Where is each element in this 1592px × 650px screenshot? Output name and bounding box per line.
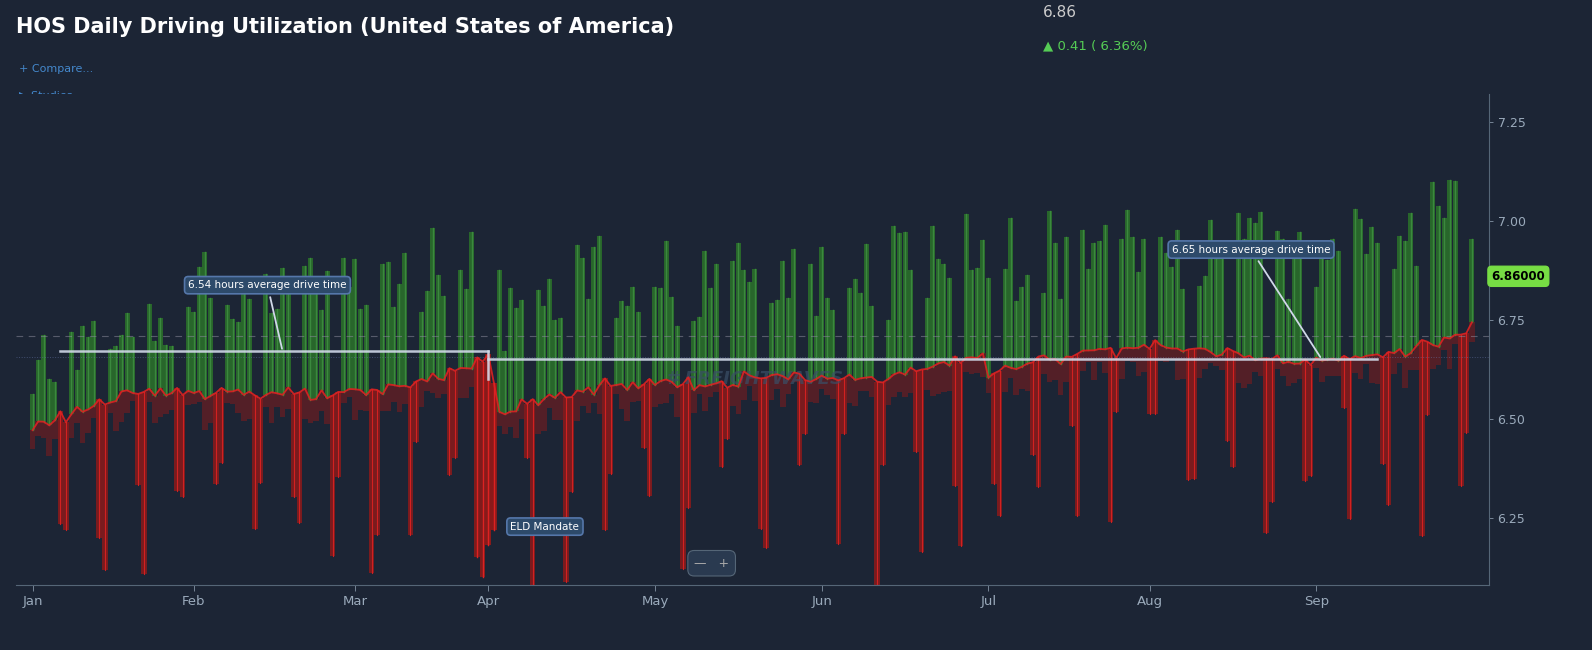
Text: # FREIGHTWAVES: # FREIGHTWAVES <box>667 370 844 388</box>
Text: 6.65 hours average drive time: 6.65 hours average drive time <box>1172 244 1331 357</box>
Text: + Compare...: + Compare... <box>19 64 94 74</box>
Text: HOS Daily Driving Utilization (United States of America): HOS Daily Driving Utilization (United St… <box>16 17 673 37</box>
Text: ▶ Studies: ▶ Studies <box>19 90 73 101</box>
Text: 6.86000: 6.86000 <box>1492 270 1546 283</box>
Text: ▲ 0.41 ( 6.36%): ▲ 0.41 ( 6.36%) <box>1043 40 1148 53</box>
Text: ELD Mandate: ELD Mandate <box>511 521 579 532</box>
Text: 6.86: 6.86 <box>1043 5 1076 20</box>
Text: 6.54 hours average drive time: 6.54 hours average drive time <box>188 280 347 349</box>
Text: —   +: — + <box>694 557 729 570</box>
